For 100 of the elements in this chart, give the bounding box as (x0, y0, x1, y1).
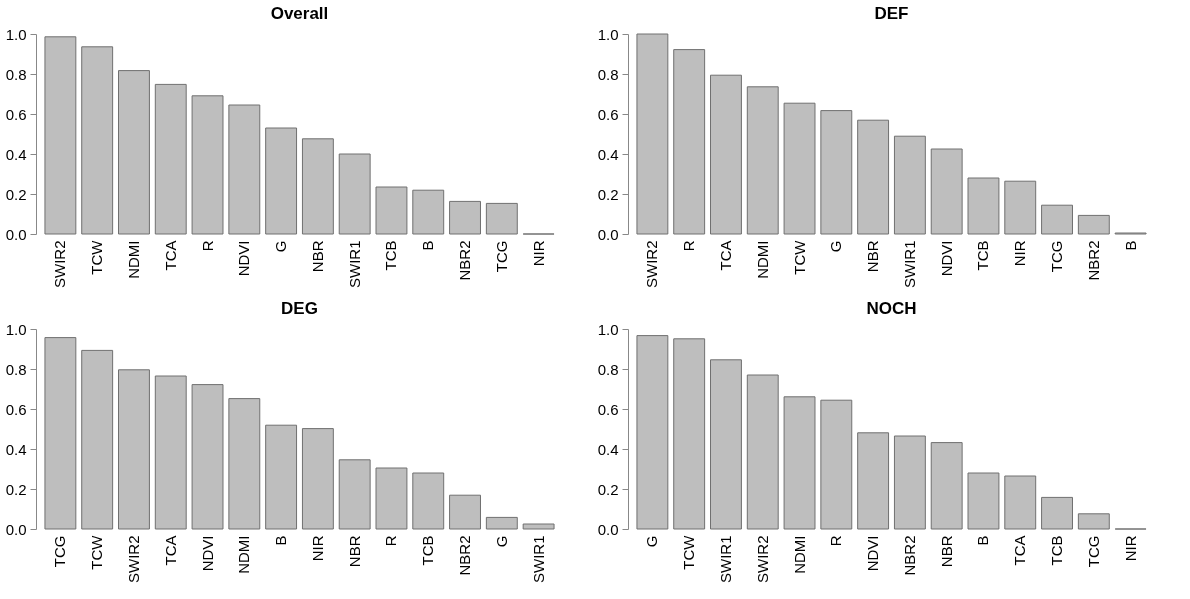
x-tick-label: NDVI (198, 535, 216, 572)
x-tick-label: TCB (382, 240, 400, 271)
chart-title: Overall (270, 4, 329, 23)
x-tick-label: NDMI (790, 535, 808, 574)
chart-title: DEF (874, 4, 909, 23)
x-tick-label: SWIR2 (51, 240, 69, 289)
bar (485, 202, 518, 235)
x-tick-label: NDVI (235, 240, 253, 277)
y-tick-label: 1.0 (5, 320, 27, 338)
x-tick-label: G (272, 240, 290, 253)
x-tick-label: TCB (419, 535, 437, 566)
bar (1041, 496, 1073, 530)
y-tick-label: 0.0 (5, 225, 27, 243)
x-tick-label: TCA (161, 240, 179, 271)
y-tick-label: 0.4 (597, 440, 619, 458)
x-tick-label: TCA (1011, 535, 1029, 566)
bar (783, 396, 816, 530)
bar (44, 36, 77, 235)
x-tick-label: NBR (308, 240, 326, 273)
x-tick-label: NBR (345, 535, 363, 568)
bar (857, 119, 890, 235)
x-tick-label: NBR2 (456, 240, 474, 281)
bar (338, 153, 371, 235)
y-tick-label: 0.6 (5, 105, 27, 123)
x-tick-label: NIR (308, 535, 326, 562)
bar (522, 523, 555, 530)
bar (412, 189, 445, 235)
bar (636, 335, 669, 530)
bar (893, 435, 926, 530)
x-tick-label: G (643, 535, 661, 548)
x-tick-label: SWIR1 (529, 535, 547, 584)
x-tick-label: SWIR2 (643, 240, 661, 289)
bar (338, 459, 371, 530)
bar (1004, 180, 1037, 235)
bar (820, 110, 853, 235)
y-tick-label: 0.0 (5, 520, 27, 538)
y-tick-label: 0.2 (597, 480, 619, 498)
bar (820, 399, 853, 530)
bar (967, 472, 1000, 530)
y-tick-label: 0.2 (5, 185, 27, 203)
x-tick-label: NDVI (864, 535, 882, 572)
y-tick-label: 0.2 (5, 480, 27, 498)
bar (636, 33, 669, 235)
x-tick-label: TCG (1084, 535, 1102, 568)
y-tick-label: 1.0 (597, 25, 619, 43)
bar (228, 398, 261, 530)
y-tick-label: 0.2 (597, 185, 619, 203)
x-tick-label: TCA (716, 240, 734, 271)
bar (1077, 214, 1110, 235)
x-tick-label: TCG (51, 535, 69, 568)
x-tick-label: NIR (1011, 240, 1029, 267)
bar (154, 83, 187, 235)
y-tick-label: 1.0 (597, 320, 619, 338)
bar (412, 472, 445, 530)
x-tick-label: G (492, 535, 510, 548)
bar (746, 374, 779, 530)
bar (154, 375, 187, 530)
bar (930, 442, 963, 530)
x-tick-label: NDVI (937, 240, 955, 277)
x-tick-label: NBR2 (456, 535, 474, 576)
bar (118, 70, 150, 235)
chart-title: NOCH (866, 299, 917, 318)
bar (893, 135, 926, 235)
bar (1077, 513, 1110, 530)
bar (81, 349, 114, 530)
x-tick-label: SWIR1 (716, 535, 734, 584)
bar (81, 46, 114, 235)
x-tick-label: NIR (529, 240, 547, 267)
bar (191, 95, 224, 235)
x-tick-label: TCW (88, 534, 106, 570)
bar (449, 200, 481, 235)
y-tick-label: 0.4 (597, 145, 619, 163)
bar (191, 384, 224, 530)
x-tick-label: B (1121, 240, 1139, 251)
bar (265, 424, 298, 530)
y-tick-label: 0.8 (5, 360, 27, 378)
y-tick-label: 0.6 (5, 400, 27, 418)
bar (1004, 475, 1037, 530)
bar (449, 494, 481, 530)
bar (301, 428, 334, 530)
x-tick-label: B (974, 535, 992, 546)
x-tick-label: NBR2 (900, 535, 918, 576)
x-tick-label: SWIR2 (753, 535, 771, 584)
x-tick-label: SWIR1 (345, 240, 363, 289)
x-tick-label: NDMI (235, 535, 253, 574)
x-tick-label: NIR (1121, 535, 1139, 562)
y-tick-label: 0.8 (597, 65, 619, 83)
bar (673, 49, 706, 235)
bar (746, 86, 779, 235)
bar (930, 148, 963, 235)
x-tick-label: NBR (864, 240, 882, 273)
x-tick-label: TCB (1048, 535, 1066, 566)
bar (673, 338, 706, 530)
x-tick-label: R (680, 240, 698, 252)
x-tick-label: G (827, 240, 845, 253)
x-tick-label: TCW (88, 239, 106, 275)
bar (228, 104, 261, 235)
x-tick-label: B (419, 240, 437, 251)
x-tick-label: R (382, 535, 400, 547)
chart-title: DEG (281, 299, 318, 318)
